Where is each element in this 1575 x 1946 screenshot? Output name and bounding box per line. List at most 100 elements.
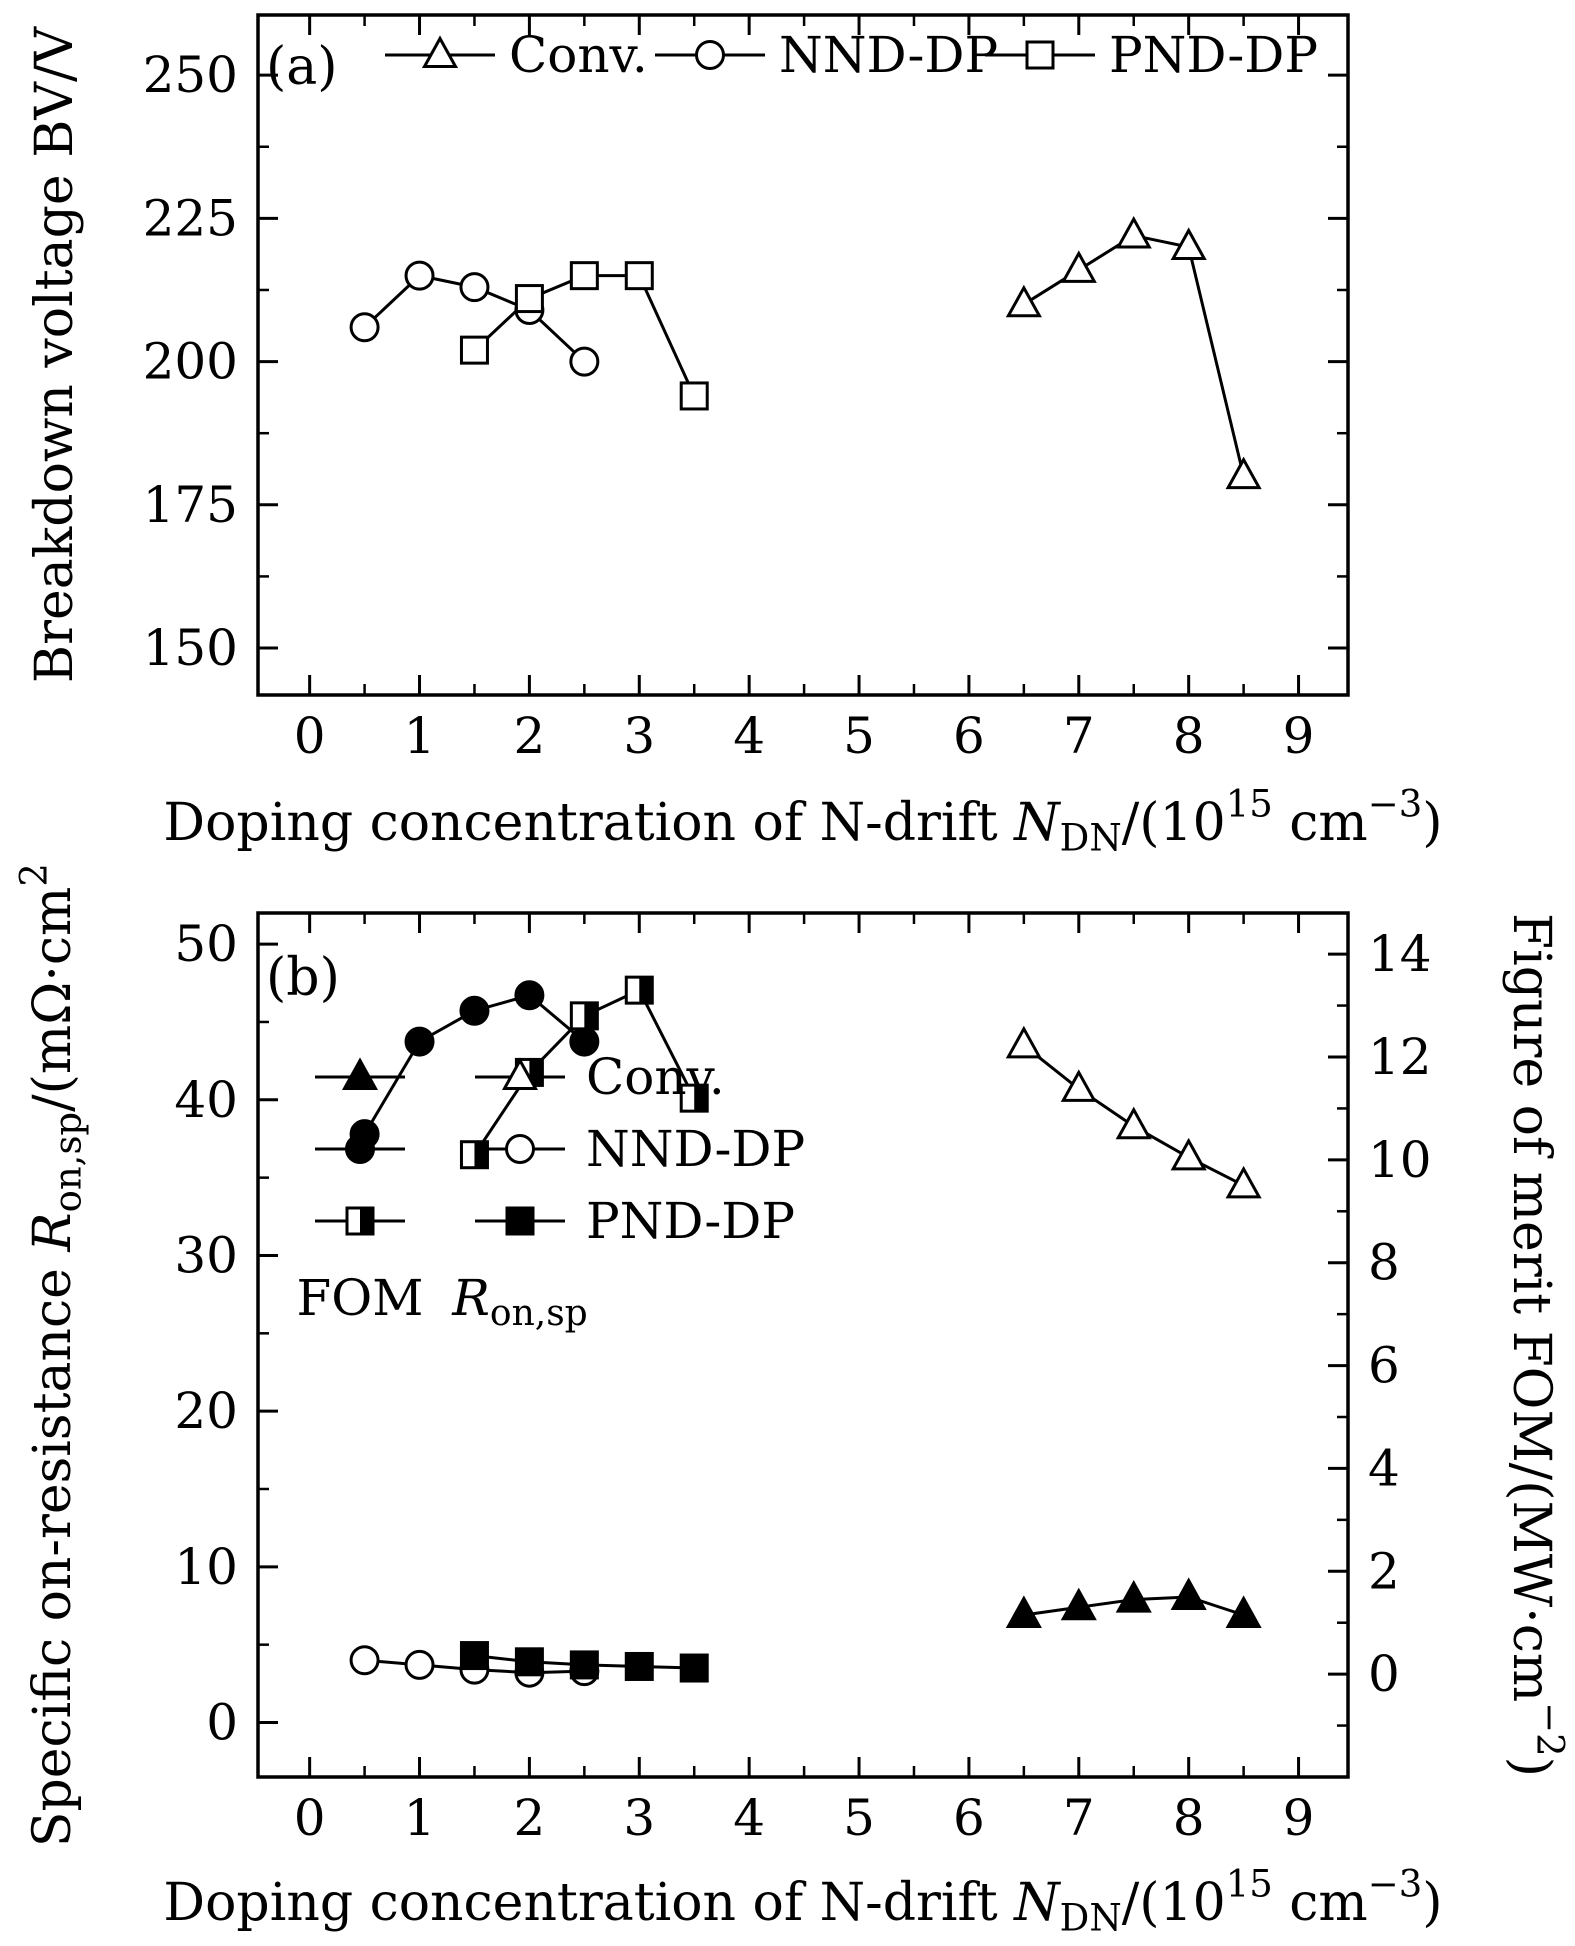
- marker-circle-open: [349, 1645, 380, 1676]
- marker-triangle-filled: [1005, 1595, 1042, 1628]
- marker-circle-open: [404, 1649, 435, 1680]
- marker-triangle-open: [1005, 284, 1042, 318]
- x-tick-label: 1: [404, 707, 436, 765]
- y2-tick-label: 8: [1368, 1234, 1400, 1292]
- marker-square-half-ink: [639, 977, 653, 1004]
- marker-circle-open: [404, 260, 435, 291]
- marker-square-filled: [569, 1650, 599, 1680]
- y-tick-label: 225: [143, 189, 238, 247]
- marker-triangle-filled: [1225, 1595, 1262, 1628]
- marker-circle-open: [569, 346, 600, 377]
- series-line: [473, 274, 696, 397]
- x-tick-label: 8: [1173, 707, 1205, 765]
- marker-triangle-open: [1170, 227, 1207, 261]
- x-axis-label: Doping concentration of N-drift NDN/(101…: [163, 1863, 1442, 1940]
- marker-square-half-outline: [679, 1083, 709, 1113]
- legend-label: NND-DP: [779, 26, 998, 84]
- x-tick-label: 9: [1283, 707, 1315, 765]
- legend-label: NND-DP: [586, 1120, 805, 1178]
- marker-square-filled: [624, 1651, 654, 1681]
- marker-circle-open: [459, 272, 490, 303]
- y-tick-label: 0: [206, 1694, 238, 1752]
- legend-label: Conv.: [586, 1048, 725, 1106]
- marker-triangle-open: [1225, 1165, 1262, 1199]
- marker-square-half-ink: [584, 1002, 598, 1029]
- x-tick-label: 5: [843, 1789, 875, 1847]
- marker-triangle-filled: [1170, 1577, 1207, 1610]
- panel-a-breakdown-voltage-chart: 0 1 2 3 4 5 6 7 8 9 150 175 200 225 250 Doping concentr…: [25, 13, 1443, 860]
- x-tick-label: 6: [953, 1789, 985, 1847]
- marker-square-open: [569, 261, 599, 291]
- panel-tag: (a): [266, 37, 338, 97]
- marker-triangle-open: [421, 35, 459, 68]
- x-tick-label: 7: [1063, 707, 1095, 765]
- marker-square-half-ink: [694, 1085, 708, 1112]
- series-line: [1023, 233, 1246, 477]
- x-tick-label: 9: [1283, 1789, 1315, 1847]
- x-tick-label: 2: [513, 707, 545, 765]
- marker-square-half-outline: [569, 1001, 599, 1031]
- marker-triangle-open: [1060, 250, 1097, 283]
- y2-tick-label: 0: [1368, 1645, 1400, 1703]
- marker-square-open: [1025, 40, 1055, 70]
- y-tick-label: 50: [174, 915, 238, 973]
- legend-label: PND-DP: [1109, 26, 1318, 84]
- legend-label: Conv.: [509, 26, 648, 84]
- y-tick-label: 20: [174, 1382, 238, 1440]
- y-tick-label: 40: [174, 1071, 238, 1129]
- marker-square-half-outline: [459, 1140, 489, 1170]
- marker-triangle-open: [1060, 1069, 1097, 1102]
- marker-square-half-outline: [345, 1206, 375, 1236]
- marker-triangle-open: [1115, 1106, 1152, 1140]
- x-tick-label: 3: [623, 1789, 655, 1847]
- y2-tick-label: 10: [1368, 1131, 1432, 1189]
- marker-circle-filled: [514, 980, 545, 1011]
- marker-square-open: [514, 284, 544, 314]
- marker-square-half-ink: [529, 1059, 543, 1086]
- marker-triangle-open: [1115, 215, 1152, 249]
- marker-triangle-open: [1170, 1137, 1207, 1171]
- marker-square-open: [459, 335, 489, 365]
- marker-square-filled: [459, 1641, 489, 1671]
- marker-triangle-filled: [1060, 1587, 1097, 1621]
- legend-fom-column-label: FOM: [297, 1269, 424, 1327]
- y2-tick-label: 14: [1368, 925, 1432, 983]
- y-tick-label: 30: [174, 1226, 238, 1284]
- x-tick-label: 5: [843, 707, 875, 765]
- marker-triangle-open: [1005, 1025, 1042, 1059]
- x-tick-label: 0: [294, 1789, 326, 1847]
- marker-triangle-open: [501, 1057, 539, 1090]
- x-tick-label: 0: [294, 707, 326, 765]
- marker-circle-open: [349, 312, 380, 343]
- marker-square-filled: [514, 1647, 544, 1677]
- x-tick-label: 3: [623, 707, 655, 765]
- y2-tick-label: 2: [1368, 1542, 1400, 1600]
- y2-tick-label: 4: [1368, 1439, 1400, 1497]
- plot-frame: [256, 13, 1350, 697]
- marker-circle-filled: [345, 1134, 375, 1164]
- y-tick-label: 10: [174, 1538, 238, 1596]
- x-tick-label: 4: [733, 707, 765, 765]
- x-tick-label: 1: [404, 1789, 436, 1847]
- legend-ron-column-label: Ron,sp: [451, 1269, 587, 1334]
- y-tick-label: 250: [143, 46, 238, 104]
- marker-square-half-ink: [360, 1208, 373, 1234]
- panel-tag: (b): [266, 948, 340, 1008]
- y2-axis-label: Figure of merit FOM/(MW·cm−2): [1501, 913, 1571, 1777]
- x-tick-label: 7: [1063, 1789, 1095, 1847]
- x-tick-label: 4: [733, 1789, 765, 1847]
- y-axis-label: Specific on-resistance Ron,sp/(mΩ·cm2): [13, 865, 90, 1847]
- x-axis-label: Doping concentration of N-drift NDN/(101…: [163, 783, 1442, 860]
- y-tick-label: 150: [143, 619, 238, 677]
- marker-square-half-ink: [474, 1141, 488, 1168]
- y-axis-label: Breakdown voltage BV/V: [25, 25, 85, 683]
- marker-square-half-outline: [624, 975, 654, 1005]
- marker-circle-open: [695, 40, 725, 70]
- y2-tick-label: 12: [1368, 1028, 1432, 1086]
- y2-tick-label: 6: [1368, 1337, 1400, 1395]
- marker-triangle-open: [1225, 456, 1262, 490]
- marker-triangle-filled: [341, 1057, 379, 1090]
- marker-circle-open: [505, 1134, 535, 1164]
- marker-square-open: [624, 261, 654, 291]
